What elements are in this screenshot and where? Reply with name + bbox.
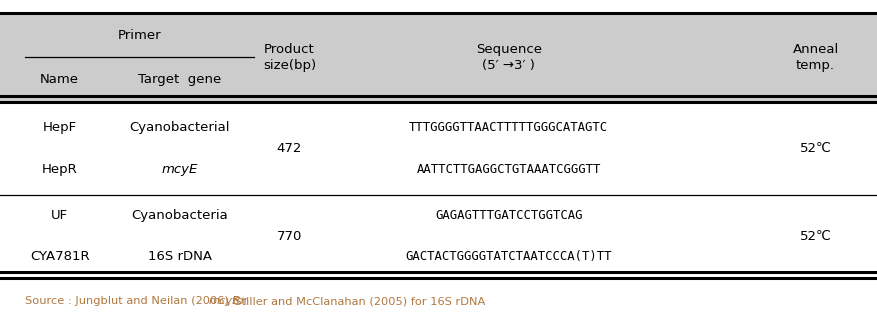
Text: mcyE: mcyE [209,296,240,307]
Text: Name: Name [40,73,79,86]
Text: 770: 770 [277,230,302,242]
Text: Target  gene: Target gene [139,73,221,86]
Text: AATTCTTGAGGCTGTAAATCGGGTT: AATTCTTGAGGCTGTAAATCGGGTT [417,163,601,175]
Text: HepF: HepF [43,121,76,134]
Text: mcyE: mcyE [161,163,198,175]
Text: HepR: HepR [42,163,77,175]
Text: 52℃: 52℃ [800,230,831,242]
Text: Source : Jungblut and Neilan (2006) for: Source : Jungblut and Neilan (2006) for [25,296,252,307]
Text: TTTGGGGTTAACTTTTTGGGCATAGTC: TTTGGGGTTAACTTTTTGGGCATAGTC [409,121,609,134]
Text: 16S rDNA: 16S rDNA [148,250,211,263]
Text: Primer: Primer [118,29,161,41]
Text: 472: 472 [277,142,302,155]
Text: 52℃: 52℃ [800,142,831,155]
Text: , Stiller and McClanahan (2005) for 16S rDNA: , Stiller and McClanahan (2005) for 16S … [227,296,485,307]
Text: CYA781R: CYA781R [30,250,89,263]
Text: UF: UF [51,209,68,222]
Text: Sequence
(5′ →3′ ): Sequence (5′ →3′ ) [475,43,542,72]
Text: GAGAGTTTGATCCTGGTCAG: GAGAGTTTGATCCTGGTCAG [435,209,582,222]
Text: Anneal
temp.: Anneal temp. [793,43,838,72]
Text: Cyanobacterial: Cyanobacterial [130,121,230,134]
Bar [0,13,877,102]
Text: Cyanobacteria: Cyanobacteria [132,209,228,222]
Text: Product
size(bp): Product size(bp) [263,43,316,72]
Text: GACTACTGGGGTATCTAATCCCA(T)TT: GACTACTGGGGTATCTAATCCCA(T)TT [405,250,612,263]
